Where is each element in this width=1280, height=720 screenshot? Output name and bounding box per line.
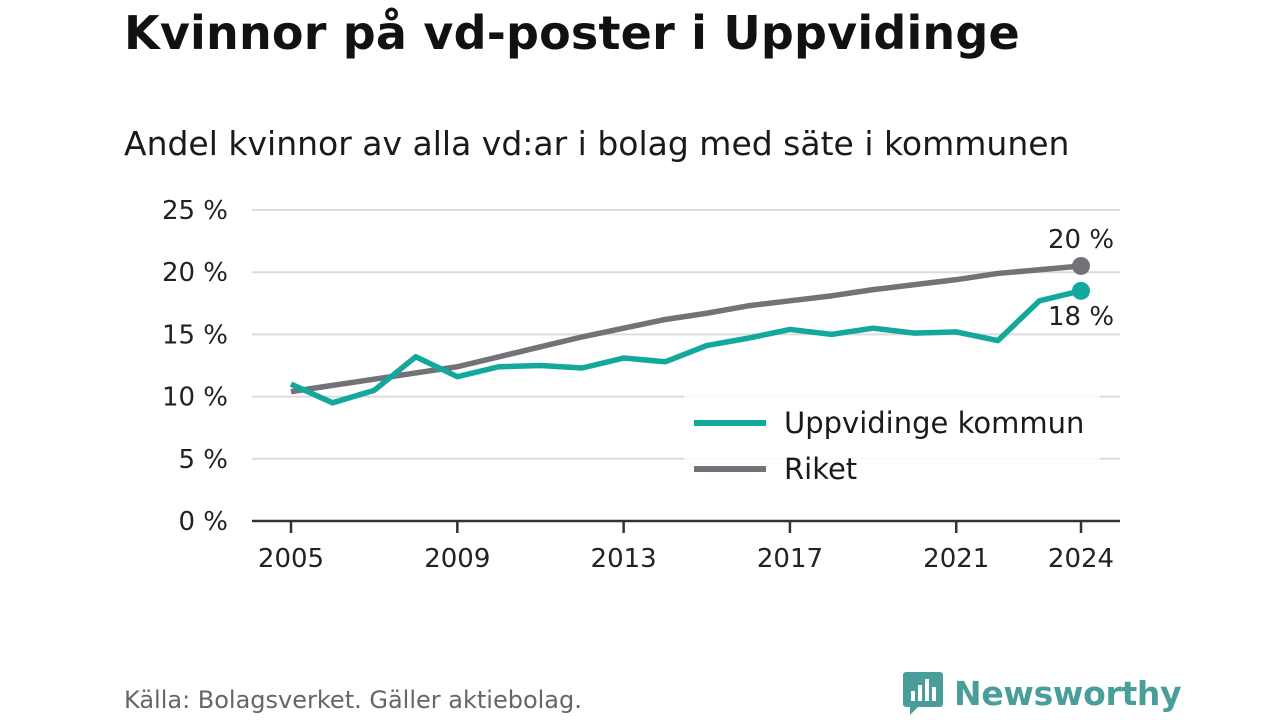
series-end-point (1072, 281, 1090, 300)
legend-label: Uppvidinge kommun (784, 406, 1084, 440)
series-lines (289, 256, 1090, 406)
end-labels: 20 % 18 % (1048, 225, 1114, 332)
series-end-point (1072, 256, 1090, 275)
series-line (290, 263, 1082, 395)
x-tick-label: 2024 (1048, 544, 1114, 574)
y-axis-ticks: 0 % 5 % 10 % 15 % 20 % 25 % (162, 196, 228, 537)
x-tick-label: 2005 (258, 544, 324, 574)
y-tick-label: 5 % (178, 445, 228, 475)
y-tick-label: 10 % (162, 383, 228, 413)
end-label-uppvidinge: 18 % (1048, 302, 1114, 332)
legend: Uppvidinge kommun Riket (684, 393, 1100, 486)
chart-title: Kvinnor på vd-poster i Uppvidinge (124, 6, 1020, 60)
x-tick-label: 2017 (757, 544, 823, 574)
y-tick-label: 20 % (162, 258, 228, 288)
x-tick-label: 2009 (424, 544, 490, 574)
brand-logo: Newsworthy (902, 670, 1182, 716)
x-tick-label: 2021 (923, 544, 989, 574)
newsworthy-chart-icon (903, 672, 943, 715)
y-tick-label: 15 % (162, 320, 228, 350)
brand-name: Newsworthy (954, 673, 1182, 713)
end-label-riket: 20 % (1048, 225, 1114, 255)
x-tick-label: 2013 (591, 544, 657, 574)
legend-label: Riket (784, 452, 857, 486)
y-tick-label: 0 % (178, 507, 228, 537)
x-axis: 2005 2009 2013 2017 2021 2024 (252, 519, 1120, 574)
chart-subtitle: Andel kvinnor av alla vd:ar i bolag med … (124, 124, 1070, 163)
series-line (289, 288, 1082, 406)
y-tick-label: 25 % (162, 196, 228, 226)
legend-background (684, 393, 1100, 463)
source-note: Källa: Bolagsverket. Gäller aktiebolag. (124, 686, 582, 714)
